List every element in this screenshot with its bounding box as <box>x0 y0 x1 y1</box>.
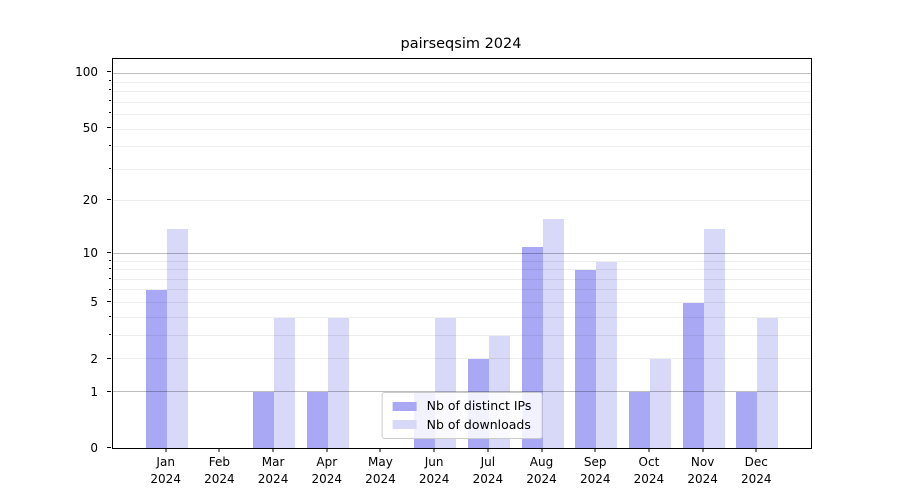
x-tick-label-feb: Feb 2024 <box>204 455 235 487</box>
x-tick-mark-oct <box>648 448 650 452</box>
y-axis: 0 1 2 5 10 20 50 100 <box>0 58 112 454</box>
x-tick-mark-jul <box>487 448 489 452</box>
y-minor-tick-mark-8 <box>109 268 111 270</box>
x-tick-mark-sep <box>594 448 596 452</box>
bar-group-feb <box>197 59 243 448</box>
bar-apr-series-1 <box>327 317 349 448</box>
y-tick-mark-0 <box>107 447 111 448</box>
bar-group-may <box>358 59 404 448</box>
x-tick-mark-nov <box>702 448 704 452</box>
y-tick-label-20: 20 <box>82 193 98 208</box>
legend: Nb of distinct IPs Nb of downloads <box>381 392 543 439</box>
x-tick-label-jan: Jan 2024 <box>150 455 181 487</box>
chart-title: pairseqsim 2024 <box>400 36 522 52</box>
bar-mar-series-0 <box>253 391 275 448</box>
x-axis: Jan 2024 Feb 2024 Mar 2024 Apr 2024 May 2024 Jun 20… <box>112 448 810 496</box>
y-minor-tick-mark-6 <box>109 288 111 290</box>
y-tick-mark-100 <box>107 71 111 73</box>
x-tick-mark-mar <box>272 448 274 452</box>
y-tick-mark-50 <box>107 127 111 128</box>
y-tick-label-1: 1 <box>90 384 98 399</box>
legend-item-downloads: Nb of downloads <box>392 416 532 432</box>
bar-oct-series-0 <box>628 391 650 448</box>
y-minor-tick-mark-90 <box>109 79 111 81</box>
y-minor-tick-mark-4 <box>109 316 111 318</box>
x-tick-mark-feb <box>218 448 220 452</box>
bars-layer <box>113 59 811 448</box>
x-tick-mark-apr <box>326 448 328 452</box>
bar-aug-series-1 <box>542 218 564 448</box>
bar-sep-series-1 <box>596 261 618 448</box>
y-minor-tick-mark-9 <box>109 259 111 261</box>
y-tick-label-10: 10 <box>82 245 98 260</box>
legend-item-distinct-ips: Nb of distinct IPs <box>392 398 532 413</box>
y-tick-label-2: 2 <box>90 351 98 366</box>
bar-group-jul <box>466 59 512 448</box>
bar-jan-series-0 <box>145 290 167 448</box>
y-minor-tick-mark-80 <box>109 89 111 91</box>
x-tick-label-jun: Jun 2024 <box>418 455 450 487</box>
bar-group-nov <box>681 59 727 448</box>
legend-swatch-downloads <box>392 420 417 430</box>
y-minor-tick-mark-70 <box>109 100 111 102</box>
x-tick-label-jul: Jul 2024 <box>472 455 504 487</box>
y-tick-mark-2 <box>107 357 111 359</box>
x-tick-mark-dec <box>755 448 757 452</box>
bar-nov-series-0 <box>682 302 704 448</box>
bar-dec-series-1 <box>757 317 779 448</box>
bar-oct-series-1 <box>649 359 671 448</box>
y-tick-mark-20 <box>107 199 111 201</box>
y-tick-mark-5 <box>107 301 111 303</box>
x-tick-mark-jan <box>165 448 167 452</box>
bar-mar-series-1 <box>274 317 296 448</box>
x-tick-mark-aug <box>541 448 543 452</box>
legend-swatch-distinct-ips <box>392 401 417 411</box>
y-tick-label-0: 0 <box>90 441 98 455</box>
bar-jan-series-1 <box>166 228 188 448</box>
bar-group-oct <box>627 59 673 448</box>
x-tick-label-dec: Dec 2024 <box>741 455 772 487</box>
x-tick-label-oct: Oct 2024 <box>633 455 665 487</box>
y-minor-tick-mark-40 <box>109 144 111 146</box>
x-tick-label-may: May 2024 <box>365 455 396 487</box>
bar-nov-series-1 <box>703 228 725 448</box>
y-tick-label-5: 5 <box>90 295 98 310</box>
y-tick-label-50: 50 <box>82 121 98 135</box>
y-minor-tick-mark-30 <box>109 167 111 169</box>
y-tick-label-100: 100 <box>75 65 98 80</box>
bar-group-dec <box>734 59 780 448</box>
x-tick-label-aug: Aug 2024 <box>526 455 557 487</box>
x-tick-label-apr: Apr 2024 <box>311 455 343 487</box>
bar-sep-series-0 <box>575 270 597 448</box>
x-tick-label-mar: Mar 2024 <box>257 455 289 487</box>
bar-apr-series-0 <box>306 391 328 448</box>
bar-group-jan <box>144 59 190 448</box>
x-tick-mark-jun <box>433 448 435 452</box>
bar-group-sep <box>573 59 619 448</box>
y-minor-tick-mark-3 <box>109 334 111 336</box>
bar-dec-series-0 <box>736 391 758 448</box>
legend-label-downloads: Nb of downloads <box>426 416 531 432</box>
y-tick-mark-1 <box>107 390 111 392</box>
x-tick-mark-may <box>379 448 381 452</box>
y-minor-tick-mark-7 <box>109 277 111 279</box>
plot-area: Nb of distinct IPs Nb of downloads <box>112 58 812 449</box>
x-tick-label-sep: Sep 2024 <box>579 455 611 487</box>
legend-label-distinct-ips: Nb of distinct IPs <box>426 398 532 413</box>
bar-group-mar <box>251 59 297 448</box>
bar-group-aug <box>520 59 566 448</box>
y-tick-mark-10 <box>107 251 111 253</box>
bar-group-apr <box>305 59 351 448</box>
y-minor-tick-mark-60 <box>109 112 111 114</box>
x-tick-label-nov: Nov 2024 <box>687 455 718 487</box>
bar-group-jun <box>412 59 458 448</box>
